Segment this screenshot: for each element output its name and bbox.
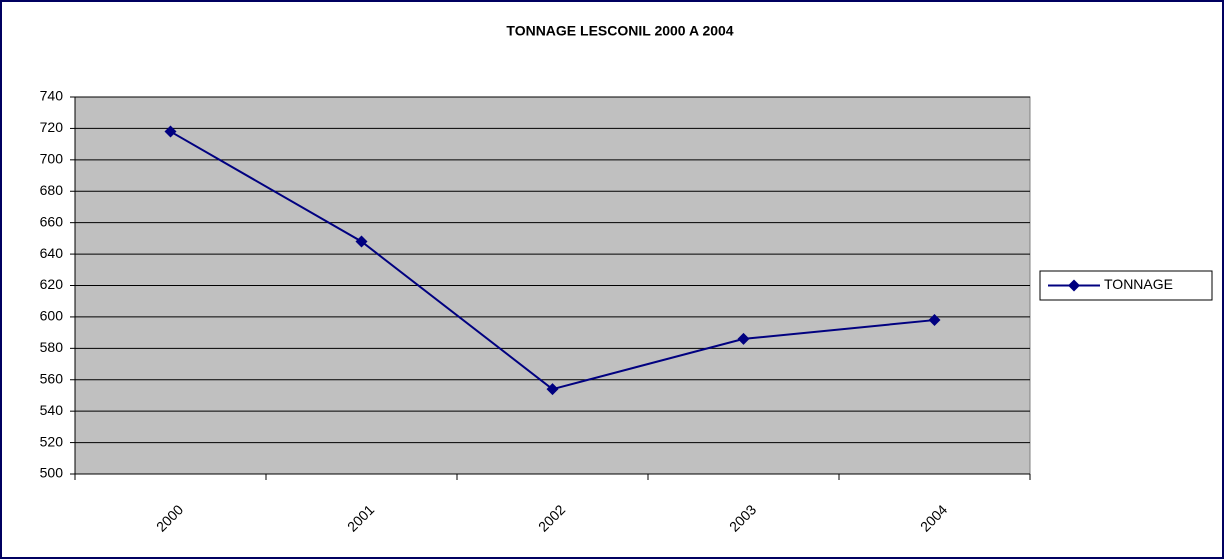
y-tick-label: 520 <box>40 433 64 449</box>
y-tick-label: 720 <box>40 119 64 135</box>
legend-box <box>1039 270 1213 301</box>
y-tick-label: 660 <box>40 213 64 229</box>
chart-title: TONNAGE LESCONIL 2000 A 2004 <box>506 23 733 39</box>
y-tick-label: 680 <box>40 182 64 198</box>
y-tick-label: 580 <box>40 339 64 355</box>
y-tick-label: 700 <box>40 151 64 167</box>
marker <box>355 235 368 248</box>
y-tick-label: 740 <box>40 88 64 104</box>
y-tick-label: 620 <box>40 276 64 292</box>
y-tick-label: 540 <box>40 402 64 418</box>
marker <box>928 314 941 327</box>
y-tick-label: 640 <box>40 245 64 261</box>
marker <box>546 383 559 396</box>
marker <box>737 332 750 345</box>
y-tick-label: 600 <box>40 308 64 324</box>
legend-marker <box>1068 279 1080 292</box>
y-tick-label: 500 <box>40 465 64 481</box>
y-tick-label: 560 <box>40 370 64 386</box>
legend-label: TONNAGE <box>1104 276 1173 292</box>
marker <box>164 125 177 138</box>
